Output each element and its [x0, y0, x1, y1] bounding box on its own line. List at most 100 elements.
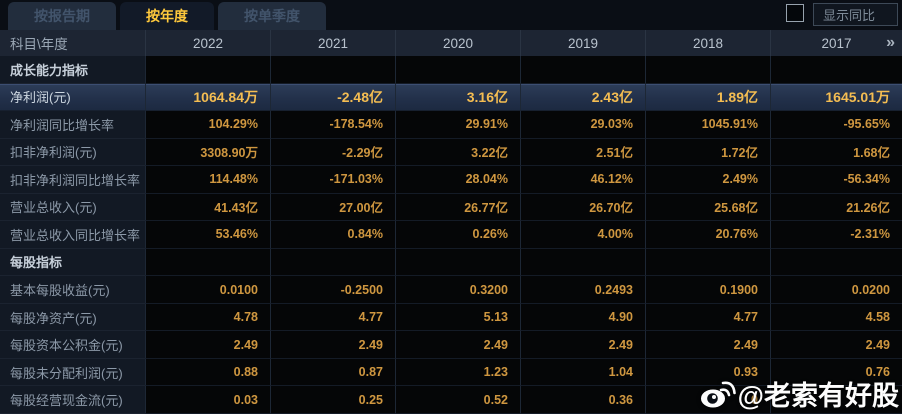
value-cell: 0.03: [145, 386, 270, 414]
row-label: 每股未分配利润(元): [0, 358, 145, 387]
value-cell: [270, 56, 395, 84]
row-label: 扣非净利润同比增长率: [0, 166, 145, 194]
year-label: 2020: [442, 35, 474, 51]
corner-header-cell: 科目\年度: [10, 37, 68, 52]
tab-0[interactable]: 按报告期: [8, 2, 116, 30]
year-label: 2021: [317, 35, 349, 51]
value-cell: 46.12%: [520, 166, 645, 194]
year-header-2020: 2020: [395, 30, 520, 56]
tab-1[interactable]: 按年度: [120, 2, 214, 30]
row-label: 成长能力指标: [0, 56, 145, 84]
value-cell: 114.48%: [145, 166, 270, 194]
table-header-row: 科目\年度 2022 2021 2020 2019 2018 2017 »: [0, 30, 902, 56]
value-cell: 2.51亿: [520, 138, 645, 167]
value-cell: [520, 248, 645, 277]
value-cell: 5.13: [395, 303, 520, 332]
value-cell: -178.54%: [270, 111, 395, 139]
value-cell: 0.84%: [270, 221, 395, 249]
value-cell: 0.3200: [395, 276, 520, 304]
row-label: 每股净资产(元): [0, 303, 145, 332]
value-cell: 0.0100: [145, 276, 270, 304]
table-row: 成长能力指标: [0, 56, 902, 84]
value-cell: -2.48亿: [270, 83, 395, 112]
value-cell: 21.26亿: [770, 193, 902, 222]
value-cell: 1.72亿: [645, 138, 770, 167]
value-cell: 4.90: [520, 303, 645, 332]
table-row: 净利润(元) 1064.84万 -2.48亿 3.16亿 2.43亿 1.89亿 1645.…: [0, 83, 902, 112]
value-cell: [145, 248, 270, 277]
table-row: 每股指标: [0, 248, 902, 277]
year-label: 2017: [821, 35, 852, 51]
more-columns-icon[interactable]: »: [886, 34, 895, 51]
value-cell: 3308.90万: [145, 138, 270, 167]
show-yoy-checkbox[interactable]: [786, 4, 804, 22]
value-cell: 20.76%: [645, 221, 770, 249]
table-row: 扣非净利润同比增长率 114.48% -171.03% 28.04% 46.12% 2.4…: [0, 166, 902, 194]
value-cell: -56.34%: [770, 166, 902, 194]
table-row: 净利润同比增长率 104.29% -178.54% 29.91% 29.03% 1045.…: [0, 111, 902, 139]
row-label: 每股资本公积金(元): [0, 331, 145, 359]
row-label: 营业总收入(元): [0, 193, 145, 222]
row-label: 每股经营现金流(元): [0, 386, 145, 414]
value-cell: -171.03%: [270, 166, 395, 194]
value-cell: 41.43亿: [145, 193, 270, 222]
value-cell: 4.58: [770, 303, 902, 332]
value-cell: 3.16亿: [395, 83, 520, 112]
value-cell: 25.68亿: [645, 193, 770, 222]
value-cell: 1.23: [395, 358, 520, 387]
row-label: 扣非净利润(元): [0, 138, 145, 167]
value-cell: 0.2493: [520, 276, 645, 304]
row-label: 每股指标: [0, 248, 145, 277]
row-label: 净利润(元): [0, 84, 145, 112]
value-cell: [270, 248, 395, 277]
value-cell: 1.04: [520, 358, 645, 387]
value-cell: 0.36: [520, 386, 645, 414]
value-cell: 0.93: [645, 358, 770, 387]
year-header-2022: 2022: [145, 30, 270, 56]
value-cell: 0.88: [145, 358, 270, 387]
value-cell: 4.00%: [520, 221, 645, 249]
value-cell: 2.43亿: [520, 83, 645, 112]
value-cell: -95.65%: [770, 111, 902, 139]
year-header-2018: 2018: [645, 30, 770, 56]
table-row: 基本每股收益(元) 0.0100 -0.2500 0.3200 0.2493 0.1900…: [0, 276, 902, 304]
value-cell: [645, 248, 770, 277]
value-cell: 1045.91%: [645, 111, 770, 139]
value-cell: 26.70亿: [520, 193, 645, 222]
value-cell: 2.49%: [645, 166, 770, 194]
value-cell: 1064.84万: [145, 83, 270, 112]
year-header-2021: 2021: [270, 30, 395, 56]
show-yoy-label[interactable]: 显示同比: [813, 3, 898, 26]
value-cell: 0.1900: [645, 276, 770, 304]
value-cell: -0.2500: [270, 276, 395, 304]
value-cell: 29.03%: [520, 111, 645, 139]
value-cell: 0.0200: [770, 276, 902, 304]
table-row: 营业总收入(元) 41.43亿 27.00亿 26.77亿 26.70亿 25.68亿 21…: [0, 193, 902, 222]
value-cell: 1.68亿: [770, 138, 902, 167]
value-cell: 0.25: [270, 386, 395, 414]
value-cell: 4.78: [145, 303, 270, 332]
year-header-2019: 2019: [520, 30, 645, 56]
value-cell: 3.22亿: [395, 138, 520, 167]
table-body: 成长能力指标 净利润(元) 1064.84万 -2.48亿 3.16亿 2.43亿 1.89…: [0, 56, 902, 414]
value-cell: [145, 56, 270, 84]
table-row: 每股未分配利润(元) 0.88 0.87 1.23 1.04 0.93 0.76: [0, 358, 902, 387]
value-cell: 1.89亿: [645, 83, 770, 112]
row-label: 营业总收入同比增长率: [0, 221, 145, 249]
tab-2[interactable]: 按单季度: [218, 2, 326, 30]
value-cell: -2.31%: [770, 221, 902, 249]
value-cell: 2.49: [520, 331, 645, 359]
value-cell: -2.29亿: [270, 138, 395, 167]
value-cell: 29.91%: [395, 111, 520, 139]
year-label: 2018: [692, 35, 724, 51]
value-cell: [520, 56, 645, 84]
value-cell: 104.29%: [145, 111, 270, 139]
value-cell: [770, 248, 902, 277]
value-cell: 53.46%: [145, 221, 270, 249]
value-cell: 0.87: [270, 358, 395, 387]
value-cell: 2.49: [395, 331, 520, 359]
value-cell: 2.49: [145, 331, 270, 359]
value-cell: [395, 56, 520, 84]
value-cell: 1645.01万: [770, 83, 902, 112]
value-cell: 4.77: [645, 303, 770, 332]
